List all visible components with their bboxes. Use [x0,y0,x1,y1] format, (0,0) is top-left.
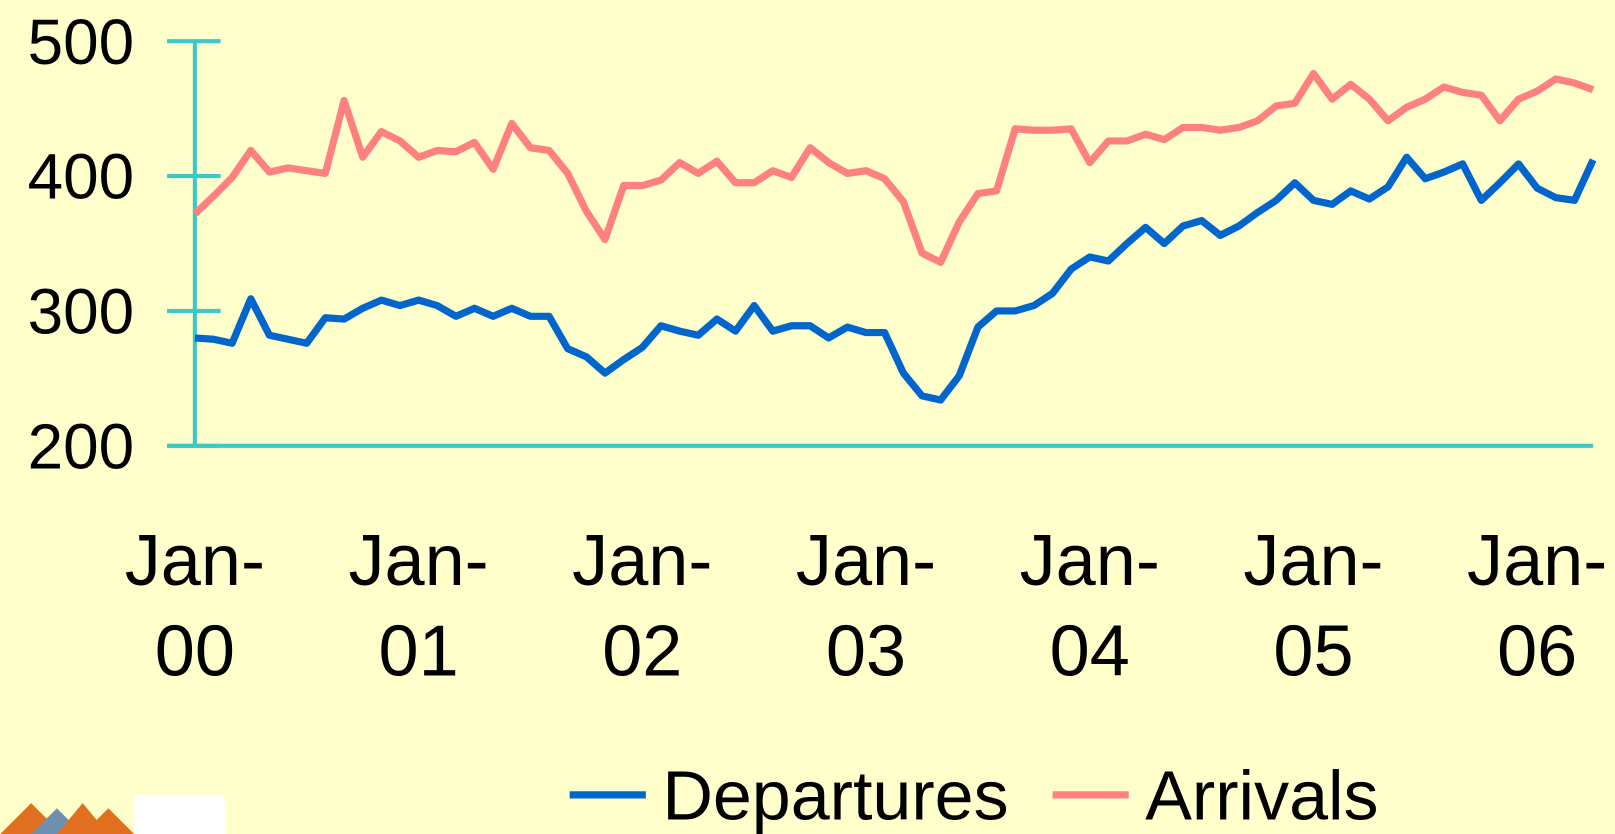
x-tick-label-box: Jan-05 [1243,519,1384,691]
y-tick-label: 500 [28,6,135,78]
legend-label: Arrivals [1145,757,1378,834]
series-line [192,69,1595,266]
x-tick-label: Jan-01 [348,519,489,691]
y-tick-label: 400 [28,141,135,213]
x-tick-label-box: Jan-00 [124,519,265,691]
x-tick-label: Jan-02 [572,519,713,691]
y-tick-label: 300 [28,276,135,348]
x-tick-label: Jan-00 [124,519,265,691]
x-tick-label: Jan-04 [1019,519,1160,691]
x-tick-label-box: Jan-01 [348,519,489,691]
y-tick-label: 200 [28,410,135,482]
logo-box [134,794,225,834]
x-tick-label-box: Jan-02 [572,519,713,691]
x-tick-label-box: Jan-06 [1467,519,1608,691]
x-tick-label: Jan-06 [1467,519,1608,691]
series-line [194,153,1597,404]
logo-shape [82,808,135,834]
x-tick-label-box: Jan-04 [1019,519,1160,691]
logo [0,794,225,834]
x-tick-label-box: Jan-03 [795,519,937,691]
x-tick-label: Jan-03 [795,519,937,691]
x-tick-label: Jan-05 [1243,519,1384,691]
legend-label: Departures [662,757,1008,834]
